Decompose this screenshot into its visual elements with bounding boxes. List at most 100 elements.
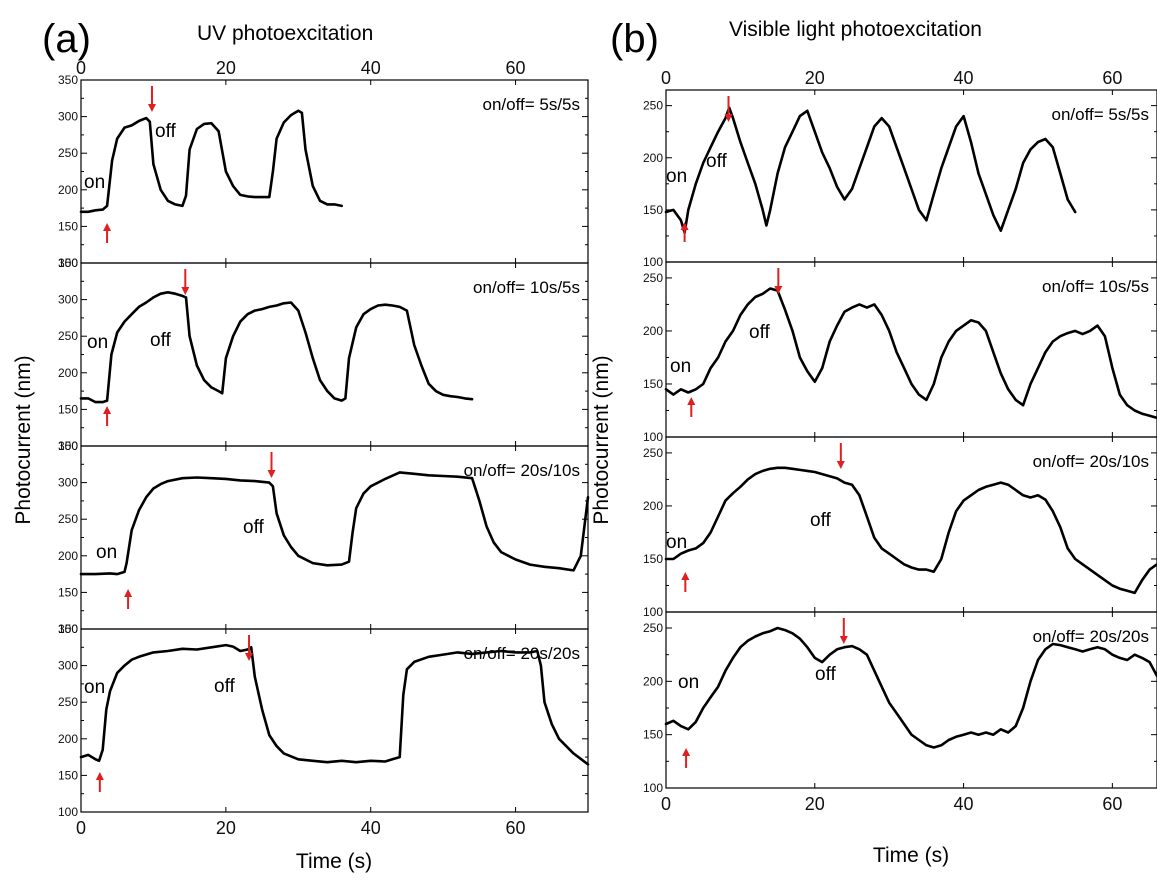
y-tick-label: 350 (58, 439, 78, 453)
y-tick-label: 250 (643, 621, 663, 635)
condition-label: on/off= 5s/5s (1051, 105, 1149, 124)
y-tick-label: 150 (643, 552, 663, 566)
on-label: on (670, 356, 691, 377)
condition-label: on/off= 20s/20s (1033, 627, 1149, 646)
on-arrow-head (681, 572, 690, 580)
series-line (79, 643, 590, 766)
y-tick-label: 250 (643, 446, 663, 460)
on-label: on (678, 672, 699, 693)
panel-label-a: (a) (42, 17, 91, 61)
y-tick-label: 300 (58, 659, 78, 673)
series-line (664, 287, 1157, 420)
condition-label: on/off= 20s/10s (1033, 452, 1149, 471)
y-tick-label: 250 (643, 271, 663, 285)
x-top-tick-label: 0 (661, 68, 671, 88)
y-tick-label: 150 (643, 203, 663, 217)
off-label: off (706, 151, 728, 172)
series-line (79, 291, 474, 404)
panel-label-b: (b) (610, 17, 659, 61)
off-label: off (155, 121, 177, 142)
y-tick-label: 200 (58, 549, 78, 563)
y-tick-label: 300 (58, 476, 78, 490)
y-tick-label: 250 (58, 512, 78, 526)
x-tick-label: 20 (216, 818, 236, 838)
off-arrow-head (245, 653, 254, 661)
x-tick-label: 40 (361, 818, 381, 838)
on-label: on (84, 172, 105, 193)
x-tick-label: 60 (506, 818, 526, 838)
panel-a-2: 100 150 200 250 300 350 on/off= 10s/5s on off (58, 256, 589, 453)
series-line (664, 626, 1157, 749)
x-top-tick-label: 20 (216, 58, 236, 78)
y-tick-label: 350 (58, 622, 78, 636)
y-tick-label: 100 (58, 622, 78, 636)
panel-b-4: 100 150 200 250 0 20 40 60 on/off= 20s/20s on off (643, 611, 1157, 814)
off-label: off (214, 676, 236, 697)
on-label: on (666, 166, 687, 187)
y-tick-label: 300 (58, 110, 78, 124)
y-tick-label: 150 (58, 402, 78, 416)
on-arrow-head (95, 772, 104, 780)
off-label: off (243, 517, 265, 538)
off-arrow-head (147, 104, 156, 112)
y-tick-label: 250 (58, 146, 78, 160)
x-top-tick-label: 60 (1102, 68, 1122, 88)
y-tick-label: 200 (643, 324, 663, 338)
on-label: on (666, 532, 687, 553)
y-tick-label: 100 (643, 255, 663, 269)
panel-b-2: 100 150 200 250 on/off= 10s/5s on off (643, 261, 1157, 444)
plot-frame (665, 611, 1157, 789)
y-tick-label: 200 (58, 183, 78, 197)
on-arrow-head (124, 589, 133, 597)
off-arrow-head (836, 461, 845, 469)
y-tick-label: 100 (58, 256, 78, 270)
x-tick-label: 60 (1102, 794, 1122, 814)
condition-label: on/off= 10s/5s (1042, 277, 1149, 296)
y-tick-label: 150 (643, 728, 663, 742)
off-arrow-head (181, 287, 190, 295)
series-line (79, 471, 590, 576)
y-tick-label: 200 (643, 499, 663, 513)
on-arrow-head (103, 406, 112, 414)
panel-a-3: 100 150 200 250 300 350 on/off= 20s/10s on off (58, 439, 590, 636)
x-top-tick-label: 60 (506, 58, 526, 78)
y-tick-label: 350 (58, 256, 78, 270)
y-tick-label: 350 (58, 73, 78, 87)
series-line (664, 106, 1077, 235)
off-label: off (749, 322, 771, 343)
x-top-tick-label: 20 (805, 68, 825, 88)
y-tick-label: 150 (643, 377, 663, 391)
condition-label: on/off= 20s/10s (464, 461, 580, 480)
condition-label: on/off= 5s/5s (482, 95, 580, 114)
y-tick-label: 300 (58, 293, 78, 307)
y-tick-label: 100 (643, 781, 663, 795)
y-tick-label: 150 (58, 585, 78, 599)
on-arrow-head (680, 222, 689, 230)
off-arrow-head (267, 470, 276, 478)
off-arrow-head (774, 286, 783, 294)
x-top-tick-label: 40 (954, 68, 974, 88)
y-tick-label: 100 (58, 805, 78, 819)
y-tick-label: 100 (58, 439, 78, 453)
condition-label: on/off= 20s/20s (464, 644, 580, 663)
off-label: off (150, 330, 172, 351)
condition-label: on/off= 10s/5s (473, 278, 580, 297)
on-label: on (96, 542, 117, 563)
x-tick-label: 0 (76, 818, 86, 838)
off-label: off (810, 510, 832, 531)
series-line (664, 466, 1157, 595)
on-arrow-head (682, 748, 691, 756)
x-top-tick-label: 0 (76, 58, 86, 78)
panel-title-b: Visible light photoexcitation (729, 18, 982, 41)
series-line (79, 109, 343, 214)
y-tick-label: 200 (58, 366, 78, 380)
panel-title-a: UV photoexcitation (197, 22, 373, 45)
on-arrow-head (687, 397, 696, 405)
y-tick-label: 150 (58, 768, 78, 782)
x-tick-label: 0 (661, 794, 671, 814)
y-tick-label: 100 (643, 430, 663, 444)
y-tick-label: 200 (643, 674, 663, 688)
y-tick-label: 250 (58, 329, 78, 343)
y-axis-title-b: Photocurrent (nm) (590, 355, 613, 524)
